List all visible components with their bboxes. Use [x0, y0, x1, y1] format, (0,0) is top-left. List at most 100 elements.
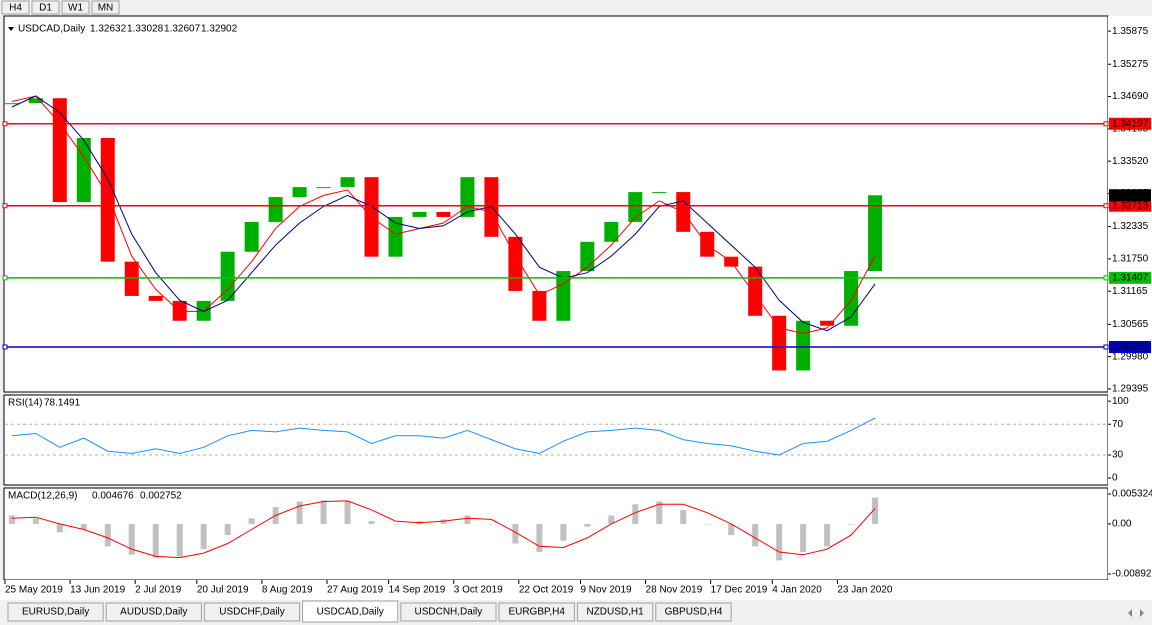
- timeframe-tab[interactable]: [31, 0, 60, 15]
- candle: [700, 231, 715, 257]
- level-price-label: 1.34197: [1112, 118, 1149, 129]
- current-price-box: [1109, 189, 1151, 202]
- candle: [556, 271, 571, 321]
- candle: [628, 192, 643, 222]
- symbol-tab-label[interactable]: EURUSD,Daily: [22, 607, 89, 618]
- candle: [388, 216, 403, 257]
- macd-bar: [80, 523, 87, 530]
- macd-bar: [848, 523, 855, 525]
- level-handle[interactable]: [2, 275, 8, 281]
- macd-bar: [368, 521, 375, 524]
- candle: [316, 187, 331, 189]
- macd-bar: [440, 519, 447, 524]
- timeframe-label[interactable]: D1: [39, 3, 52, 14]
- y-tick-label: 1.32335: [1112, 221, 1149, 232]
- x-tick-label: 13 Jun 2019: [70, 585, 125, 596]
- y-tick-label: 0.00: [1112, 519, 1132, 530]
- ohlc-value: 1.33028: [127, 24, 164, 35]
- symbol-tab-label[interactable]: EURGBP,H4: [508, 607, 565, 618]
- timeframe-label[interactable]: MN: [98, 3, 114, 14]
- candle: [4, 103, 19, 105]
- level-handle[interactable]: [1103, 275, 1109, 281]
- candle: [796, 320, 811, 371]
- y-tick-label: -0.008929: [1112, 569, 1152, 580]
- x-tick-label: 3 Oct 2019: [454, 585, 503, 596]
- candle: [868, 195, 883, 272]
- level-handle[interactable]: [1103, 203, 1109, 209]
- symbol-tab-label[interactable]: USDCHF,Daily: [219, 607, 285, 618]
- symbol-tab-label[interactable]: GBPUSD,H4: [665, 607, 723, 618]
- x-tick-label: 23 Jan 2020: [837, 585, 892, 596]
- candle: [124, 261, 139, 296]
- tab-scroll-arrows[interactable]: [1128, 609, 1144, 617]
- y-tick-label: 30: [1112, 450, 1124, 461]
- symbol-tab[interactable]: [576, 602, 654, 622]
- x-tick-label: 25 May 2019: [5, 585, 63, 596]
- timeframe-tab[interactable]: [1, 0, 30, 15]
- symbol-tab[interactable]: [7, 602, 104, 622]
- macd-bar: [680, 509, 687, 524]
- y-tick-label: 1.29980: [1112, 351, 1149, 362]
- symbol-tab[interactable]: [400, 602, 497, 622]
- macd-bar: [152, 523, 159, 558]
- macd-bar: [224, 523, 231, 536]
- symbol-tab[interactable]: [203, 602, 301, 622]
- macd-bar: [824, 523, 831, 547]
- macd-bar: [608, 515, 615, 524]
- ohlc-value: 1.32632: [90, 24, 127, 35]
- x-tick-label: 14 Sep 2019: [389, 585, 446, 596]
- y-tick-label: 1.31165: [1112, 286, 1148, 297]
- timeframe-tab[interactable]: [61, 0, 90, 15]
- time-scale: [0, 580, 1152, 600]
- macd-bar: [464, 515, 471, 524]
- macd-bar: [536, 523, 543, 552]
- x-tick-label: 28 Nov 2019: [646, 585, 703, 596]
- macd-bar: [704, 523, 711, 525]
- price-scale: [1108, 16, 1152, 580]
- y-tick-label: 1.31750: [1112, 254, 1149, 265]
- macd-bar: [872, 497, 879, 524]
- level-handle[interactable]: [2, 344, 8, 350]
- y-tick-label: 0: [1112, 473, 1118, 484]
- level-handle[interactable]: [2, 121, 8, 127]
- indicator-value: 0.004676: [92, 491, 134, 502]
- candle: [412, 211, 427, 217]
- timeframe-tab[interactable]: [91, 0, 120, 15]
- symbol-tab[interactable]: [105, 602, 202, 622]
- level-handle[interactable]: [2, 203, 8, 209]
- chart-title: USDCAD,Daily: [18, 24, 85, 35]
- timeframe-label[interactable]: H4: [9, 3, 22, 14]
- y-tick-label: 1.30565: [1112, 319, 1149, 330]
- level-price-box: [1109, 117, 1151, 130]
- timeframe-label[interactable]: W1: [68, 3, 83, 14]
- candle: [52, 98, 67, 203]
- macd-bar: [512, 523, 519, 544]
- symbol-tab[interactable]: [655, 602, 732, 622]
- symbol-tab[interactable]: [302, 600, 399, 623]
- price-panel: [3, 15, 1109, 393]
- macd-bar: [32, 518, 39, 524]
- level-handle[interactable]: [1103, 121, 1109, 127]
- symbol-tab[interactable]: [498, 602, 575, 622]
- candle: [268, 197, 283, 222]
- macd-bar: [8, 515, 15, 524]
- symbol-tab-label[interactable]: AUDUSD,Daily: [120, 607, 187, 618]
- macd-bar: [776, 523, 783, 561]
- macd-bar: [728, 523, 735, 536]
- indicator-value: 78.1491: [44, 398, 81, 409]
- candle: [532, 290, 547, 321]
- moving-average: [11, 95, 876, 332]
- symbol-tab-label[interactable]: USDCAD,Daily: [317, 607, 384, 618]
- symbol-tab-label[interactable]: NZDUSD,H1: [586, 607, 644, 618]
- level-handle[interactable]: [1103, 344, 1109, 350]
- macd-bar: [752, 523, 759, 547]
- symbol-tab-label[interactable]: USDCNH,Daily: [415, 607, 483, 618]
- candle: [100, 137, 115, 262]
- x-tick-label: 9 Nov 2019: [580, 585, 632, 596]
- candle: [652, 192, 667, 194]
- macd-bar: [296, 501, 303, 524]
- macd-bar: [104, 523, 111, 547]
- y-tick-label: 70: [1112, 419, 1124, 430]
- level-price-box: [1109, 340, 1151, 353]
